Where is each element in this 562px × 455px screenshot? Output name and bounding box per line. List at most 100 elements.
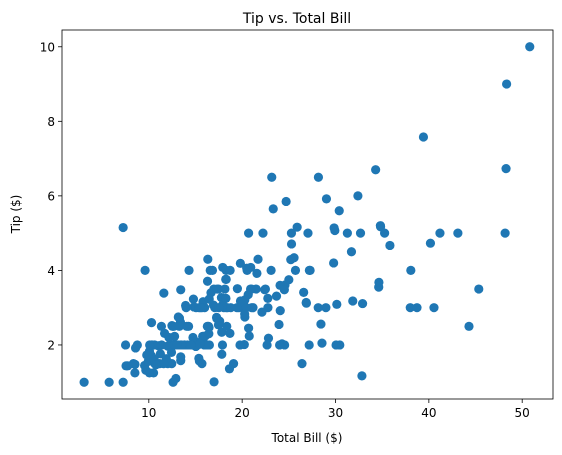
data-point xyxy=(220,284,230,294)
data-point xyxy=(164,332,174,343)
data-point xyxy=(275,306,285,316)
data-point xyxy=(176,285,186,295)
data-point xyxy=(297,358,307,369)
data-point xyxy=(304,340,314,350)
data-point xyxy=(375,222,386,232)
data-point xyxy=(301,297,311,308)
data-point xyxy=(195,303,206,313)
data-point xyxy=(168,377,178,387)
data-point xyxy=(425,238,436,248)
data-point xyxy=(429,303,439,313)
data-point xyxy=(405,303,415,313)
data-point xyxy=(186,340,196,350)
y-tick-label: 6 xyxy=(47,189,55,203)
data-point xyxy=(474,284,484,294)
data-point xyxy=(406,265,416,276)
y-tick-label: 8 xyxy=(47,115,55,129)
data-point xyxy=(244,228,254,238)
data-point xyxy=(279,285,289,295)
data-point xyxy=(222,321,232,331)
data-point xyxy=(118,222,128,233)
data-point xyxy=(263,293,273,303)
data-point xyxy=(172,340,182,350)
data-point xyxy=(305,265,315,276)
data-point xyxy=(385,240,395,251)
x-axis-label: Total Bill ($) xyxy=(271,431,343,445)
data-point xyxy=(286,255,296,265)
data-point xyxy=(224,364,235,374)
data-point xyxy=(130,343,141,353)
data-point xyxy=(221,274,231,284)
data-point xyxy=(412,303,422,313)
data-point xyxy=(242,265,252,276)
data-point xyxy=(130,368,140,378)
data-point xyxy=(174,321,184,331)
data-point xyxy=(331,340,341,350)
data-point xyxy=(225,265,235,276)
data-point xyxy=(357,298,368,309)
data-point xyxy=(104,377,114,387)
data-point xyxy=(257,307,267,317)
data-point xyxy=(357,371,367,381)
data-point xyxy=(292,222,302,232)
data-point xyxy=(144,368,155,378)
data-point xyxy=(209,377,219,387)
data-point xyxy=(286,228,297,238)
data-point xyxy=(334,206,344,216)
data-point xyxy=(253,254,263,264)
x-tick-label: 50 xyxy=(515,406,530,420)
data-point xyxy=(146,317,157,328)
data-point xyxy=(268,204,278,214)
data-point xyxy=(286,239,297,249)
data-point xyxy=(260,285,270,295)
data-point xyxy=(188,332,198,343)
data-point xyxy=(166,347,177,358)
data-point xyxy=(197,358,207,369)
data-point xyxy=(235,340,245,350)
y-axis-ticks: 2 4 6 8 10 xyxy=(40,40,62,352)
data-point xyxy=(281,196,291,207)
data-point xyxy=(262,340,272,350)
data-point xyxy=(453,228,463,238)
data-point xyxy=(244,323,254,333)
data-point xyxy=(235,258,245,268)
data-point xyxy=(321,194,332,204)
data-point xyxy=(213,284,224,294)
data-point xyxy=(225,328,235,338)
data-point xyxy=(232,284,242,294)
data-point xyxy=(174,313,185,323)
data-point xyxy=(284,275,294,285)
data-point xyxy=(118,377,128,387)
data-point xyxy=(317,338,327,348)
data-point xyxy=(252,268,262,278)
y-tick-label: 4 xyxy=(47,264,55,278)
data-point xyxy=(371,165,381,175)
y-tick-label: 10 xyxy=(40,40,55,54)
y-axis-label: Tip ($) xyxy=(9,195,23,235)
data-point xyxy=(195,339,205,349)
data-point xyxy=(244,331,254,341)
data-point xyxy=(464,321,474,331)
data-point xyxy=(353,191,363,201)
data-point xyxy=(303,228,313,238)
chart-title: Tip vs. Total Bill xyxy=(242,11,351,27)
data-point xyxy=(205,265,215,276)
data-point xyxy=(346,247,357,257)
x-axis-ticks: 10 20 30 40 50 xyxy=(141,399,530,420)
data-point xyxy=(502,79,512,89)
data-point xyxy=(501,164,511,174)
data-point xyxy=(159,288,169,298)
data-point xyxy=(202,340,212,350)
data-point xyxy=(202,321,212,331)
data-point xyxy=(204,329,214,339)
data-point xyxy=(156,321,167,331)
data-point xyxy=(176,356,186,366)
data-point xyxy=(355,228,366,238)
data-point xyxy=(313,172,324,182)
data-point xyxy=(211,312,222,322)
data-point xyxy=(217,349,227,359)
data-point xyxy=(299,287,309,297)
x-tick-label: 20 xyxy=(235,406,250,420)
x-tick-label: 10 xyxy=(141,406,156,420)
